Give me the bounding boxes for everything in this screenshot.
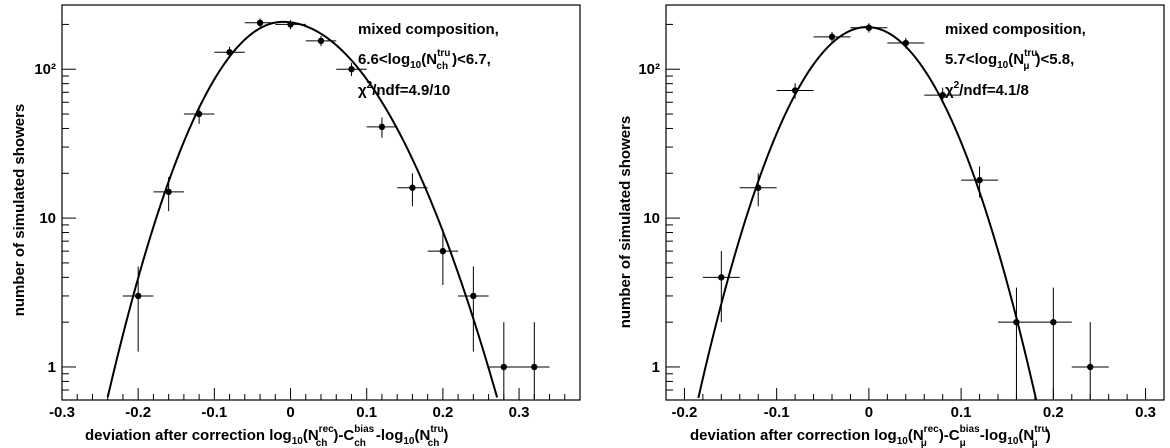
y-tick-label: 1	[48, 359, 56, 376]
x-axis-label-left: deviation after correction log10(Nrec ch)…	[85, 424, 448, 448]
x-tick-label: -0.2	[672, 404, 698, 421]
data-point	[1071, 322, 1109, 400]
x-tick-label: 0.3	[509, 404, 530, 421]
x-tick-label: -0.1	[764, 404, 790, 421]
data-point	[850, 23, 888, 33]
data-point	[887, 37, 925, 49]
marker	[755, 184, 762, 191]
svg-text:χ2/ndf=4.9/10: χ2/ndf=4.9/10	[358, 80, 450, 99]
fit-line	[106, 20, 499, 398]
marker	[409, 184, 416, 191]
plot-frame-right	[665, 4, 1165, 401]
data-points-right	[702, 23, 1109, 400]
x-tick-label: -0.1	[201, 404, 227, 421]
marker	[791, 87, 799, 94]
y-tick-label: 10²	[34, 61, 56, 78]
data-point	[427, 228, 459, 286]
marker	[500, 363, 508, 371]
data-point	[702, 251, 740, 323]
data-point	[214, 46, 245, 59]
panel-left: -0.3 -0.2 -0.1 0 0.1 0.2 0.3 1 10 10² number of …	[11, 4, 581, 448]
x-axis-label-right: deviation after correction log10(Nrec μ)-…	[690, 424, 1051, 448]
annotation-left: mixed composition, 6.6<log10(Ntru ch)<6.7…	[358, 21, 499, 99]
data-point	[336, 63, 367, 77]
data-point	[397, 173, 428, 207]
y-axis-label-right: number of simulated showers	[617, 116, 634, 329]
marker	[378, 123, 386, 131]
y-tick-labels-right: 1 10 10²	[638, 61, 660, 376]
data-point	[366, 117, 398, 138]
svg-text:χ2/ndf=4.1/8: χ2/ndf=4.1/8	[945, 80, 1029, 99]
fit-curve-left	[106, 20, 499, 398]
x-tick-label: -0.3	[49, 404, 75, 421]
x-tick-labels-left: -0.3 -0.2 -0.1 0 0.1 0.2 0.3	[49, 404, 529, 421]
x-tick-labels-right: -0.2 -0.1 0 0.1 0.2 0.3	[672, 404, 1156, 421]
marker	[939, 91, 946, 99]
marker	[976, 176, 983, 184]
y-tick-label: 10	[39, 210, 56, 227]
axis-ticks-right	[665, 23, 1165, 401]
svg-text:mixed composition,: mixed composition,	[358, 21, 499, 38]
y-tick-label: 10²	[638, 61, 660, 78]
marker	[470, 292, 477, 300]
plot-frame-left	[61, 4, 581, 401]
marker	[317, 37, 325, 45]
marker	[1087, 363, 1094, 371]
marker	[195, 110, 203, 118]
x-tick-label: 0	[865, 404, 873, 421]
marker	[828, 33, 836, 41]
data-point	[183, 105, 215, 124]
marker	[439, 247, 447, 255]
data-point	[776, 83, 814, 99]
y-axis-label-left: number of simulated showers	[11, 104, 28, 317]
data-point	[458, 266, 489, 352]
data-point	[998, 287, 1035, 400]
axis-ticks-left	[61, 23, 581, 401]
data-point	[924, 87, 962, 104]
marker	[1013, 318, 1020, 326]
marker	[865, 24, 873, 31]
x-tick-label: 0.1	[356, 404, 377, 421]
marker	[902, 39, 909, 47]
data-point	[244, 18, 276, 28]
marker	[134, 292, 142, 300]
marker	[1050, 318, 1057, 326]
marker	[531, 363, 538, 371]
marker	[256, 19, 264, 27]
data-point	[305, 35, 337, 47]
data-point	[122, 266, 154, 352]
marker	[165, 188, 172, 196]
x-tick-label: 0.1	[951, 404, 972, 421]
x-tick-label: 0.3	[1135, 404, 1156, 421]
y-tick-label: 10	[643, 210, 660, 227]
data-point	[153, 177, 184, 212]
data-point	[488, 322, 520, 400]
x-tick-label: -0.2	[125, 404, 151, 421]
data-point	[813, 31, 851, 43]
annotation-right: mixed composition, 5.7<log10(Ntru μ)<5.8,…	[945, 21, 1086, 99]
x-tick-label: 0.2	[1043, 404, 1064, 421]
data-point	[961, 166, 998, 198]
data-point	[519, 322, 550, 400]
x-tick-label: 0	[286, 404, 294, 421]
data-points-left	[122, 18, 550, 400]
marker	[226, 49, 233, 56]
data-point	[275, 19, 306, 30]
marker	[718, 274, 725, 281]
x-tick-label: 0.2	[432, 404, 453, 421]
data-point	[739, 173, 777, 207]
svg-text:mixed composition,: mixed composition,	[945, 21, 1086, 38]
panel-right: -0.2 -0.1 0 0.1 0.2 0.3 1 10 10² number of simu…	[617, 4, 1165, 448]
y-tick-label: 1	[652, 359, 660, 376]
data-point	[1034, 287, 1072, 400]
marker	[287, 21, 294, 28]
marker	[348, 66, 355, 73]
y-tick-labels-left: 1 10 10²	[34, 61, 56, 376]
